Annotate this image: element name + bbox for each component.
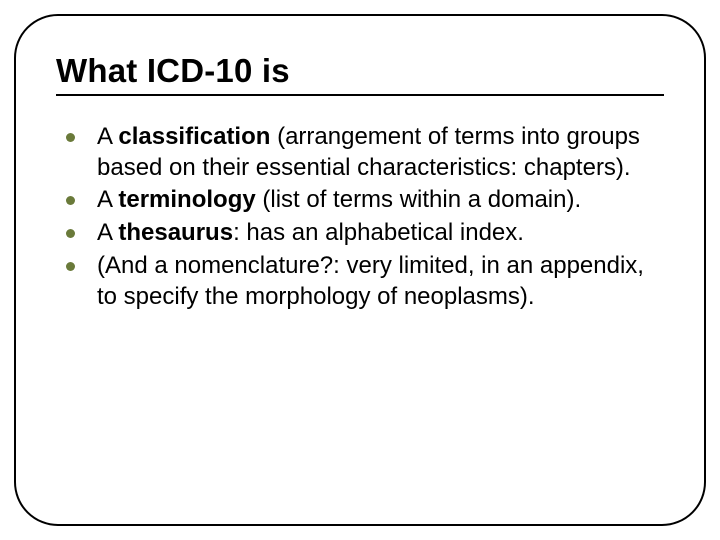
bullet-text: A classification (arrangement of terms i… [97,122,658,183]
content-area: A classification (arrangement of terms i… [56,102,664,312]
title-block: What ICD-10 is [56,52,664,96]
list-item: (And a nomenclature?: very limited, in a… [62,251,658,312]
bullet-text: (And a nomenclature?: very limited, in a… [97,251,658,312]
bullet-icon [66,133,75,142]
slide-frame: What ICD-10 is A classification (arrange… [14,14,706,526]
bullet-icon [66,262,75,271]
bullet-icon [66,229,75,238]
list-item: A terminology (list of terms within a do… [62,185,658,216]
list-item: A thesaurus: has an alphabetical index. [62,218,658,249]
list-item: A classification (arrangement of terms i… [62,122,658,183]
slide-title: What ICD-10 is [56,52,664,90]
bullet-text: A terminology (list of terms within a do… [97,185,658,216]
bullet-list: A classification (arrangement of terms i… [62,122,658,312]
bullet-text: A thesaurus: has an alphabetical index. [97,218,658,249]
title-rule [56,94,664,96]
bullet-icon [66,196,75,205]
